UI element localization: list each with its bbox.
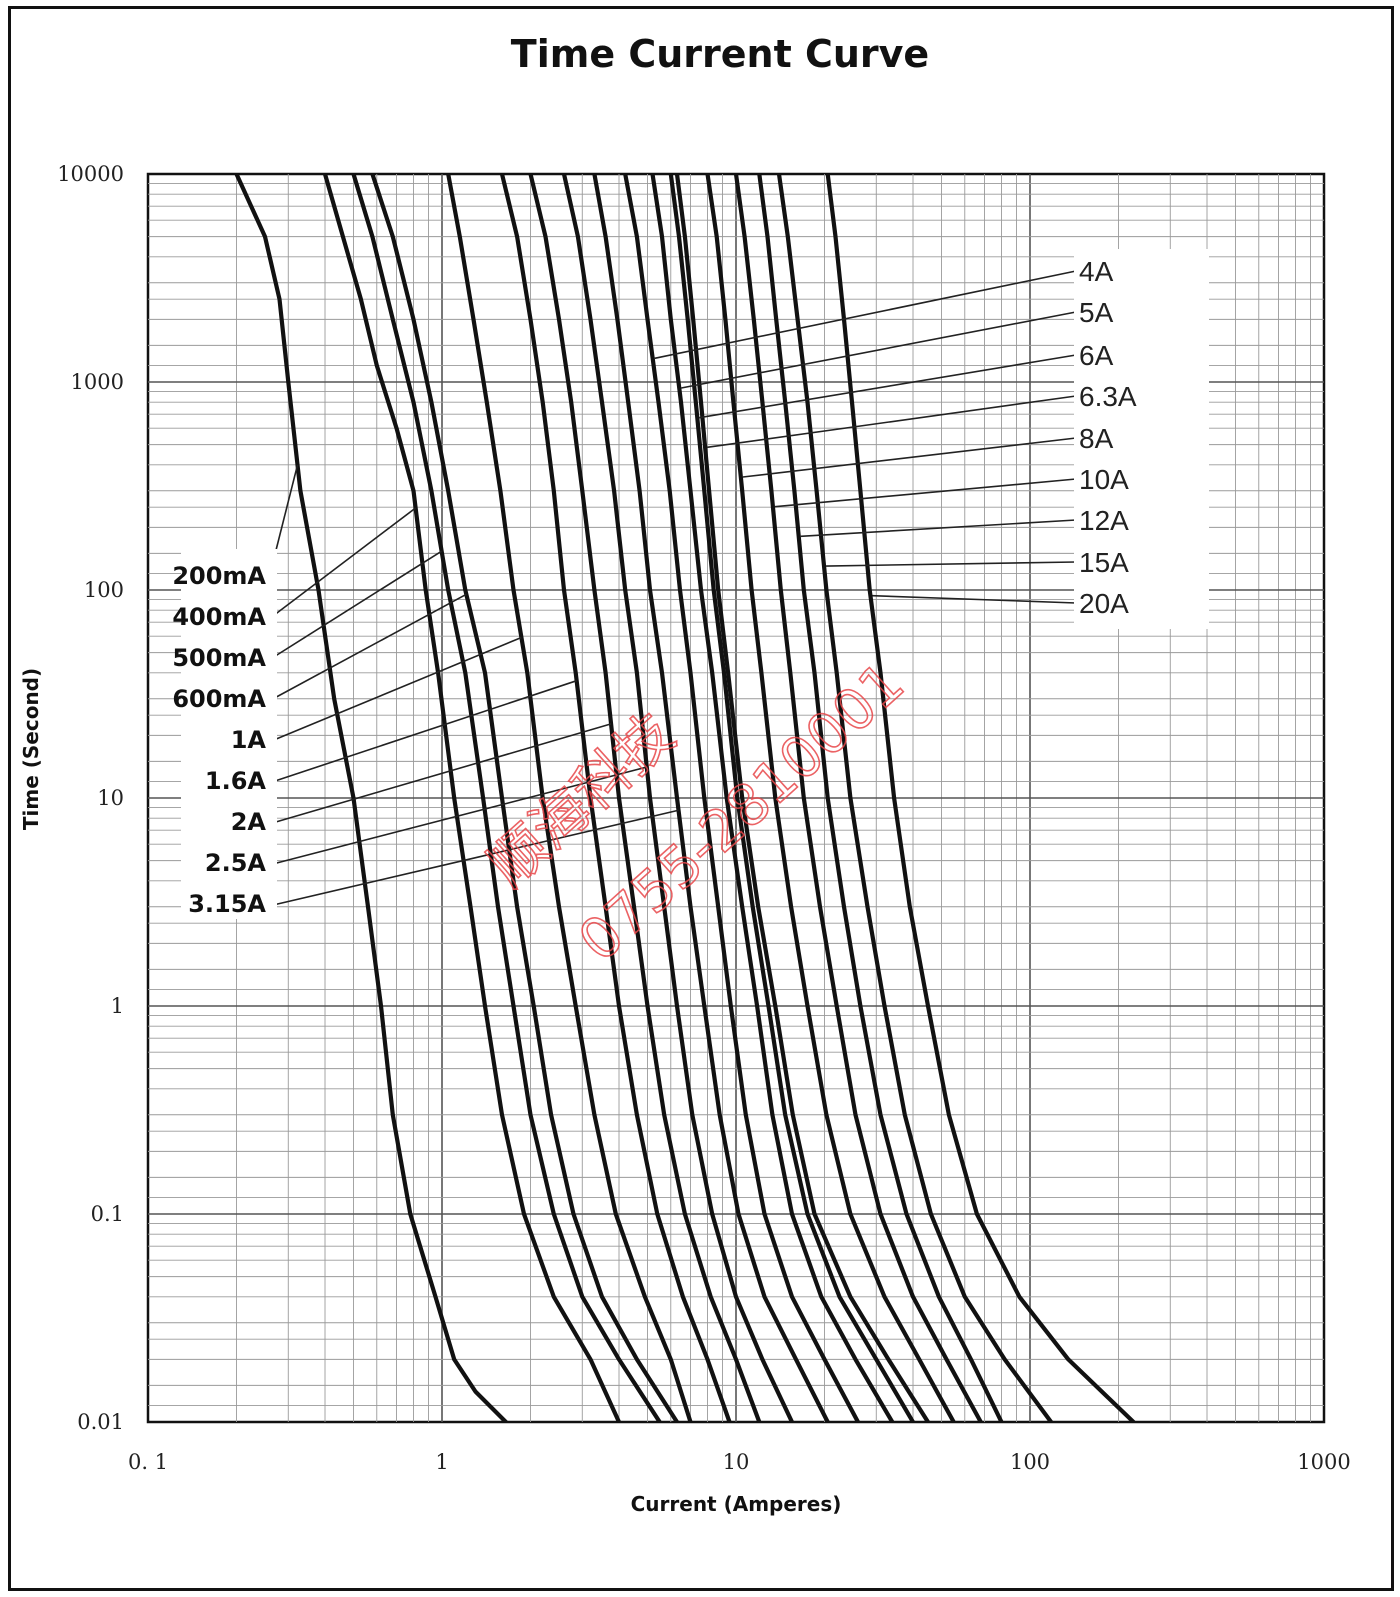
y-tick-label: 10000: [57, 162, 124, 186]
curve-200mA: [234, 174, 508, 1422]
curve-label-1.6A: 1.6A: [205, 767, 267, 795]
curve-label-2.5A: 2.5A: [205, 849, 267, 877]
x-tick-label: 10: [723, 1450, 750, 1474]
curve-label-6A: 6A: [1079, 340, 1114, 371]
curve-500mA: [351, 174, 662, 1422]
curve-15A: [776, 174, 1054, 1422]
x-tick-label: 1000: [1297, 1450, 1350, 1474]
curve-1A: [446, 174, 693, 1422]
y-tick-label: 100: [84, 578, 124, 602]
curve-label-6.3A: 6.3A: [1079, 381, 1137, 412]
curve-400mA: [322, 174, 622, 1422]
leader-lines: [268, 270, 1077, 907]
curve-6A: [668, 174, 916, 1422]
curve-2.5A: [561, 174, 795, 1422]
curve-label-2A: 2A: [231, 808, 267, 836]
y-tick-label: 0.01: [77, 1410, 124, 1434]
curve-2A: [528, 174, 762, 1422]
curve-label-12A: 12A: [1079, 505, 1129, 536]
curve-1.6A: [499, 174, 732, 1422]
curve-3.15A: [592, 174, 830, 1422]
curve-20A: [825, 174, 1136, 1422]
leader-line: [706, 395, 1077, 449]
curve-600mA: [370, 174, 680, 1422]
curve-4A: [623, 174, 861, 1422]
curve-label-400mA: 400mA: [172, 603, 266, 631]
y-tick-label: 10: [97, 786, 124, 810]
curve-label-8A: 8A: [1079, 423, 1114, 454]
curve-label-3.15A: 3.15A: [188, 890, 266, 918]
curve-labels: 200mA 400mA 500mA 600mA 1A 1.6A 2A 2.5A 3.15A 4A 5…: [172, 249, 1209, 919]
x-tick-label: 1: [435, 1450, 448, 1474]
curve-label-5A: 5A: [1079, 297, 1114, 328]
y-tick-label: 1000: [71, 370, 124, 394]
y-tick-label: 1: [111, 994, 124, 1018]
y-tick-label: 0.1: [91, 1202, 124, 1226]
x-tick-label: 100: [1010, 1450, 1050, 1474]
leader-line: [826, 561, 1077, 567]
chart-frame: Time Current Curve 0. 1 1 10 100 1000 10000 10…: [8, 6, 1394, 1591]
leader-line: [654, 270, 1077, 360]
curve-label-500mA: 500mA: [172, 644, 266, 672]
axis-ticks: 0. 1 1 10 100 1000 10000 1000 100 10 1 0.1 0.01: [57, 162, 1351, 1474]
curve-10A: [733, 174, 983, 1422]
curve-6.3A: [674, 174, 931, 1422]
leader-line: [268, 550, 443, 661]
leader-line: [268, 679, 577, 784]
leader-line: [268, 593, 467, 702]
curves: [234, 174, 1136, 1422]
left-label-panel: [181, 549, 277, 919]
leader-line: [774, 478, 1077, 508]
chart-title: Time Current Curve: [511, 32, 929, 76]
curve-label-4A: 4A: [1079, 256, 1114, 287]
curve-label-1A: 1A: [231, 726, 267, 754]
curve-12A: [757, 174, 1004, 1422]
curve-label-15A: 15A: [1079, 547, 1129, 578]
leader-line: [268, 766, 647, 866]
curve-8A: [705, 174, 956, 1422]
leader-line: [872, 594, 1077, 604]
leader-line: [268, 507, 417, 620]
leader-line: [268, 636, 522, 743]
time-current-chart: Time Current Curve 0. 1 1 10 100 10001000010…: [19, 32, 1351, 1516]
curve-label-600mA: 600mA: [172, 685, 266, 713]
x-axis-title: Current (Amperes): [631, 1492, 842, 1516]
curve-label-200mA: 200mA: [172, 562, 266, 590]
curve-label-20A: 20A: [1079, 588, 1129, 619]
curve-label-10A: 10A: [1079, 464, 1129, 495]
x-tick-label: 0. 1: [128, 1450, 168, 1474]
leader-line: [268, 723, 612, 825]
y-axis-title: Time (Second): [19, 668, 43, 830]
curve-5A: [650, 174, 895, 1422]
leader-line: [681, 311, 1077, 389]
leader-line: [800, 519, 1077, 538]
leader-line: [699, 354, 1077, 419]
leader-line: [268, 809, 679, 907]
leader-line: [742, 437, 1077, 478]
right-label-panel: [1074, 249, 1209, 629]
